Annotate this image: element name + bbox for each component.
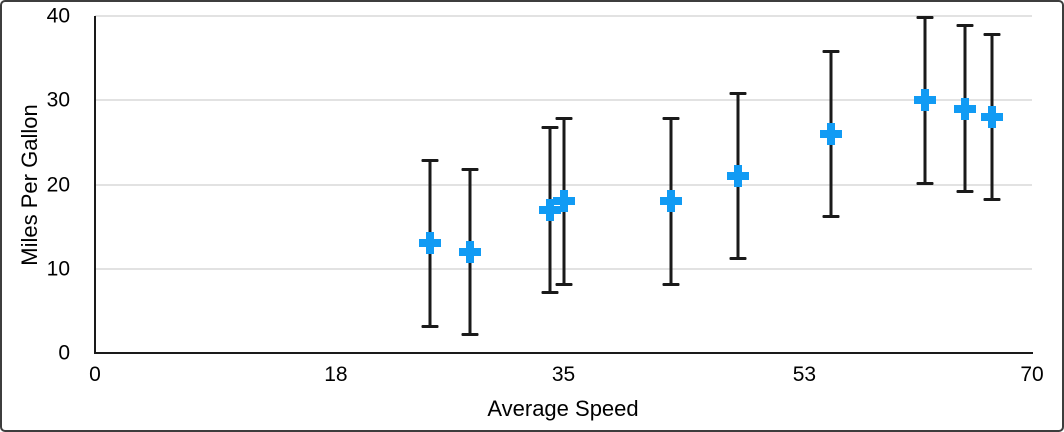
- error-bar-cap-top: [555, 117, 572, 121]
- y-tick-label: 20: [46, 173, 70, 196]
- error-bar-cap-top: [662, 117, 680, 121]
- error-bar-cap-bottom: [662, 282, 680, 286]
- data-point-marker: [552, 190, 575, 213]
- y-tick-label: 10: [46, 257, 70, 281]
- y-tick-label: 0: [58, 341, 70, 365]
- x-tick-label: 0: [89, 363, 101, 386]
- x-axis-title: Average Speed: [487, 396, 639, 421]
- error-bar-cap-top: [421, 159, 439, 163]
- error-bar-cap-bottom: [555, 282, 572, 286]
- data-point-marker: [954, 97, 977, 120]
- error-bar-cap-bottom: [421, 324, 439, 328]
- y-gridline: [95, 15, 1032, 17]
- error-bar-cap-top: [461, 167, 479, 171]
- x-tick-label: 35: [551, 363, 576, 386]
- error-bar-cap-bottom: [461, 333, 479, 337]
- x-tick-label: 53: [792, 363, 817, 386]
- error-bar-cap-bottom: [822, 215, 840, 219]
- y-tick-label: 30: [46, 88, 70, 112]
- data-point-marker: [980, 106, 1003, 129]
- error-bar-cap-top: [916, 16, 934, 19]
- data-point-marker: [659, 190, 682, 213]
- data-point-marker: [913, 89, 936, 112]
- error-bar-cap-top: [983, 32, 1001, 36]
- data-point-marker: [418, 232, 441, 255]
- error-bar-cap-bottom: [729, 257, 746, 261]
- x-axis-line: [94, 352, 1033, 354]
- y-axis-line: [94, 16, 96, 353]
- x-tick-label: 70: [1020, 363, 1044, 386]
- error-bar-cap-top: [956, 24, 974, 28]
- y-gridline: [95, 99, 1032, 102]
- data-point-marker: [458, 240, 481, 263]
- error-bar-cap-bottom: [541, 291, 559, 295]
- error-bar-cap-bottom: [916, 181, 934, 185]
- data-point-marker: [726, 165, 749, 188]
- data-point-marker: [820, 122, 843, 145]
- error-bar-cap-bottom: [956, 189, 974, 193]
- error-bar-cap-bottom: [983, 198, 1001, 202]
- error-bar-cap-top: [822, 49, 840, 53]
- x-tick-label: 18: [324, 363, 348, 386]
- error-bar-cap-top: [729, 91, 746, 95]
- data-point-marker: [539, 198, 562, 221]
- y-tick-label: 40: [46, 4, 70, 28]
- error-bar-cap-top: [541, 125, 559, 129]
